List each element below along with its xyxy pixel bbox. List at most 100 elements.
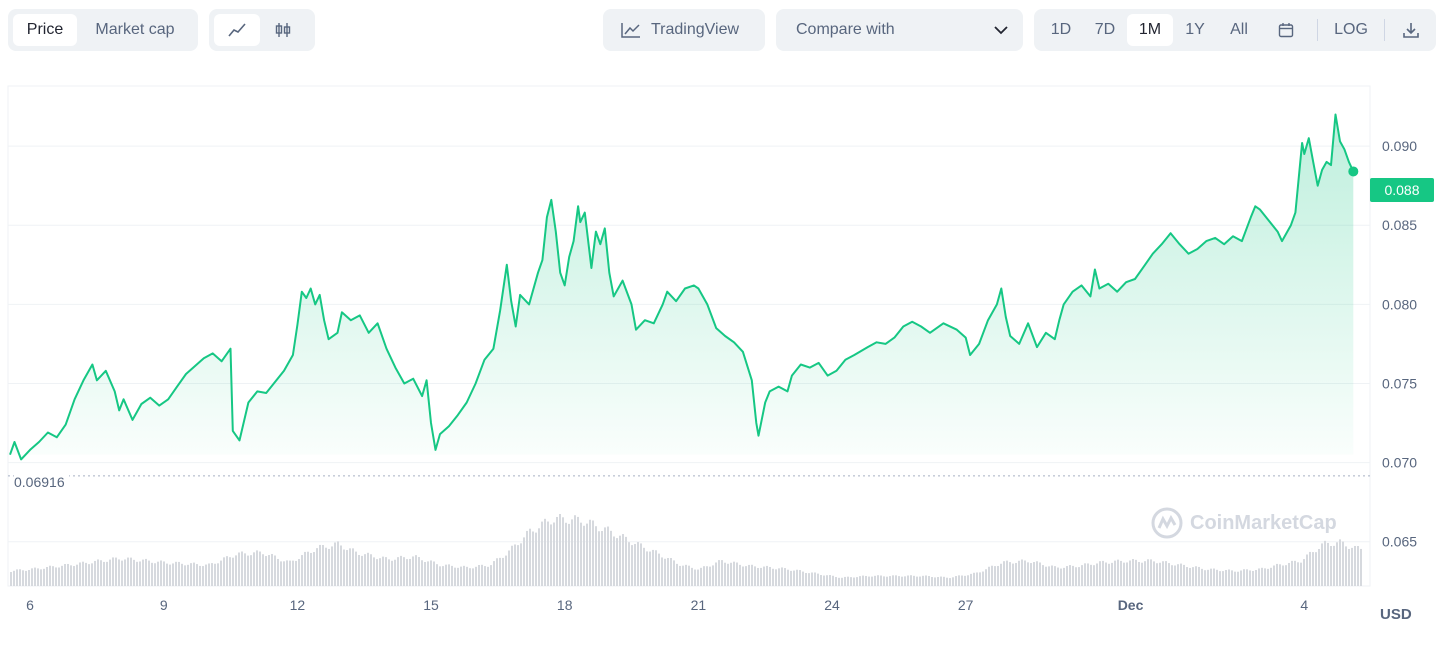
price-area bbox=[10, 114, 1354, 460]
volume-bar bbox=[1219, 571, 1221, 586]
volume-bar bbox=[178, 561, 180, 586]
volume-bar bbox=[922, 575, 924, 586]
volume-bar bbox=[448, 564, 450, 586]
volume-bar bbox=[952, 577, 954, 586]
volume-bar bbox=[259, 551, 261, 586]
volume-bar bbox=[1216, 569, 1218, 586]
volume-bar bbox=[505, 555, 507, 586]
download-button[interactable] bbox=[1391, 14, 1431, 46]
volume-bar bbox=[70, 565, 72, 586]
volume-bar bbox=[637, 542, 639, 586]
currency-label: USD bbox=[1380, 606, 1412, 623]
candlestick-chart-button[interactable] bbox=[260, 14, 306, 46]
range-all-button[interactable]: All bbox=[1230, 21, 1248, 38]
range-1y-button[interactable]: 1Y bbox=[1185, 21, 1205, 38]
volume-bar bbox=[1036, 561, 1038, 586]
range-7d-button[interactable]: 7D bbox=[1094, 21, 1116, 38]
range-1m-button[interactable]: 1M bbox=[1127, 14, 1173, 46]
volume-bar bbox=[901, 576, 903, 586]
volume-bar bbox=[862, 575, 864, 586]
date-range-button[interactable] bbox=[1261, 14, 1311, 46]
volume-bar bbox=[655, 550, 657, 586]
volume-bar bbox=[571, 519, 573, 586]
log-scale-button[interactable]: LOG bbox=[1334, 21, 1368, 38]
volume-bar bbox=[118, 559, 120, 586]
volume-bar bbox=[1339, 539, 1341, 586]
volume-bar bbox=[28, 570, 30, 586]
volume-bar bbox=[1084, 563, 1086, 586]
volume-bar bbox=[1087, 563, 1089, 586]
volume-bar bbox=[955, 576, 957, 586]
volume-bar bbox=[829, 575, 831, 586]
volume-bar bbox=[880, 575, 882, 586]
volume-bar bbox=[958, 575, 960, 586]
volume-bar bbox=[388, 559, 390, 586]
volume-bar bbox=[1048, 566, 1050, 586]
volume-bar bbox=[649, 551, 651, 586]
volume-bar bbox=[13, 570, 15, 586]
price-tab[interactable]: Price bbox=[13, 14, 77, 46]
volume-bar bbox=[808, 573, 810, 586]
market-cap-tab[interactable]: Market cap bbox=[95, 21, 175, 38]
volume-bar bbox=[961, 575, 963, 586]
volume-bar bbox=[544, 518, 546, 586]
volume-bar bbox=[652, 549, 654, 586]
volume-bar bbox=[919, 576, 921, 586]
volume-bar bbox=[562, 517, 564, 586]
volume-bar bbox=[784, 568, 786, 586]
volume-bar bbox=[1051, 565, 1053, 586]
volume-bar bbox=[871, 576, 873, 586]
volume-bar bbox=[724, 562, 726, 586]
volume-bar bbox=[472, 568, 474, 586]
volume-bar bbox=[1234, 571, 1236, 586]
volume-bar bbox=[466, 566, 468, 586]
range-1d-button[interactable]: 1D bbox=[1050, 21, 1072, 38]
volume-bar bbox=[982, 571, 984, 586]
volume-bar bbox=[214, 563, 216, 586]
chart-style-toggle bbox=[209, 9, 315, 51]
volume-bar bbox=[1351, 547, 1353, 586]
volume-bar bbox=[694, 569, 696, 586]
volume-bar bbox=[898, 576, 900, 586]
volume-bar bbox=[331, 546, 333, 586]
volume-bar bbox=[424, 561, 426, 586]
volume-bar bbox=[241, 551, 243, 586]
volume-bar bbox=[61, 565, 63, 586]
volume-bar bbox=[937, 577, 939, 586]
volume-bar bbox=[1072, 565, 1074, 586]
volume-bar bbox=[622, 534, 624, 586]
volume-bar bbox=[1285, 565, 1287, 586]
volume-bar bbox=[874, 575, 876, 586]
volume-bar bbox=[202, 566, 204, 586]
volume-bar bbox=[1066, 566, 1068, 586]
volume-bar bbox=[310, 552, 312, 586]
chevron-down-icon bbox=[994, 26, 1008, 35]
volume-bar bbox=[1045, 566, 1047, 586]
volume-bar bbox=[1297, 562, 1299, 586]
volume-bar bbox=[211, 563, 213, 586]
volume-bar bbox=[856, 577, 858, 586]
volume-bar bbox=[979, 572, 981, 586]
volume-bar bbox=[709, 566, 711, 586]
volume-bar bbox=[1342, 541, 1344, 586]
calendar-icon bbox=[1278, 23, 1294, 38]
volume-bar bbox=[718, 560, 720, 586]
volume-bar bbox=[934, 577, 936, 586]
volume-bar bbox=[196, 564, 198, 586]
volume-bar bbox=[175, 561, 177, 586]
volume-bar bbox=[1348, 548, 1350, 586]
tradingview-button[interactable]: TradingView bbox=[603, 9, 765, 51]
volume-bar bbox=[601, 530, 603, 586]
volume-bar bbox=[1258, 568, 1260, 586]
volume-bar bbox=[781, 567, 783, 586]
volume-bar bbox=[949, 578, 951, 586]
line-chart-button[interactable] bbox=[214, 14, 260, 46]
volume-bar bbox=[493, 561, 495, 586]
volume-bar bbox=[592, 520, 594, 586]
volume-bar bbox=[1081, 565, 1083, 586]
volume-bar bbox=[199, 565, 201, 586]
compare-select[interactable]: Compare with bbox=[776, 9, 1023, 51]
volume-bar bbox=[193, 562, 195, 586]
volume-bar bbox=[514, 544, 516, 586]
